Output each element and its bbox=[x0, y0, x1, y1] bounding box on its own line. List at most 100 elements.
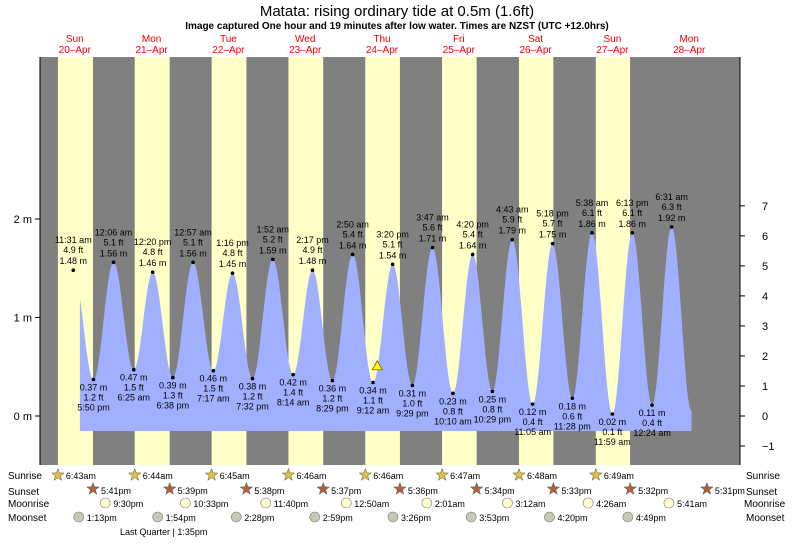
feet-tick-label: −1 bbox=[762, 441, 775, 453]
high-tide-time: 11:31 am bbox=[55, 235, 92, 245]
low-tide-metres: 0.34 m bbox=[359, 386, 387, 396]
low-tide-metres: 0.36 m bbox=[319, 384, 347, 394]
high-tide-feet: 5.6 ft bbox=[422, 223, 443, 233]
high-tide-feet: 5.7 ft bbox=[543, 219, 564, 229]
low-tide-time: 8:14 am bbox=[277, 398, 310, 408]
low-tide-metres: 0.18 m bbox=[559, 401, 587, 411]
sunset-row-label-left: Sunset bbox=[8, 487, 39, 498]
sunrise-icon bbox=[435, 467, 450, 481]
day-date: 22–Apr bbox=[212, 45, 245, 56]
sunrise-icon bbox=[512, 467, 526, 481]
sunrise-icon bbox=[358, 467, 373, 481]
sunset-icon bbox=[86, 481, 100, 495]
day-date: 26–Apr bbox=[519, 45, 552, 56]
low-tide-time: 7:32 pm bbox=[236, 402, 269, 412]
moonrise-icon bbox=[421, 497, 433, 509]
moonset-time: 1:13pm bbox=[87, 513, 117, 523]
low-tide-metres: 0.12 m bbox=[519, 407, 547, 417]
high-tide-metres: 1.79 m bbox=[499, 226, 527, 236]
moonset-icon bbox=[152, 511, 163, 523]
sunrise-row-label-left: Sunrise bbox=[8, 471, 42, 482]
sunset-time: 5:37pm bbox=[331, 486, 361, 496]
low-tide-time: 10:10 am bbox=[434, 416, 472, 426]
high-tide-feet: 5.1 ft bbox=[383, 239, 404, 249]
moonset-time: 2:59pm bbox=[323, 513, 353, 523]
feet-tick-label: 5 bbox=[762, 261, 768, 273]
high-tide-point bbox=[510, 237, 515, 242]
high-tide-metres: 1.75 m bbox=[539, 230, 567, 240]
high-tide-time: 1:52 am bbox=[257, 224, 290, 234]
low-tide-time: 9:29 pm bbox=[396, 408, 429, 418]
sunrise-time: 6:46am bbox=[373, 471, 403, 481]
high-tide-feet: 5.2 ft bbox=[263, 234, 284, 244]
tide-area bbox=[79, 226, 692, 431]
high-tide-metres: 1.48 m bbox=[299, 256, 327, 266]
low-tide-point bbox=[371, 380, 375, 385]
high-tide-metres: 1.56 m bbox=[179, 248, 207, 258]
high-tide-metres: 1.92 m bbox=[658, 213, 686, 223]
moonrise-row-label-right: Moonrise bbox=[744, 499, 786, 510]
high-tide-point bbox=[669, 225, 674, 229]
moonset-icon bbox=[387, 511, 399, 523]
high-tide-time: 12:06 am bbox=[95, 227, 133, 237]
feet-tick-label: 1 bbox=[762, 381, 768, 393]
low-tide-point bbox=[91, 377, 96, 382]
low-tide-metres: 0.47 m bbox=[120, 373, 148, 383]
high-tide-feet: 5.1 ft bbox=[183, 237, 204, 247]
axes: 0 m 1 m 2 m −1 0 1 2 3 4 5 6 7 bbox=[14, 57, 775, 465]
high-tide-point bbox=[230, 271, 235, 275]
high-tide-point bbox=[590, 230, 594, 235]
high-tide-metres: 1.86 m bbox=[619, 219, 647, 229]
moonset-time: 3:26pm bbox=[401, 513, 431, 523]
low-tide-feet: 0.6 ft bbox=[562, 411, 583, 421]
metre-tick-label: 1 m bbox=[14, 313, 32, 325]
low-tide-feet: 1.1 ft bbox=[363, 396, 384, 406]
sunset-icon bbox=[316, 481, 331, 495]
moonrise-time: 3:12am bbox=[515, 499, 545, 509]
high-tide-time: 3:20 pm bbox=[376, 229, 409, 239]
sunset-icon bbox=[623, 481, 638, 495]
sunrise-time: 6:46am bbox=[296, 471, 326, 481]
high-tide-time: 5:18 pm bbox=[536, 209, 569, 219]
high-tide-point bbox=[630, 230, 635, 235]
day-date: 27–Apr bbox=[596, 45, 629, 56]
sunrise-row-label-right: Sunrise bbox=[746, 471, 780, 482]
feet-tick-label: 4 bbox=[762, 291, 768, 303]
high-tide-feet: 4.8 ft bbox=[222, 248, 243, 258]
low-tide-point bbox=[131, 367, 136, 372]
low-tide-point bbox=[610, 412, 615, 416]
high-tide-time: 12:20 pm bbox=[134, 237, 172, 247]
high-tide-point bbox=[310, 268, 315, 273]
moonrise-time: 5:41am bbox=[677, 499, 707, 509]
low-tide-feet: 1.2 ft bbox=[322, 394, 343, 404]
sunset-icon bbox=[239, 481, 254, 495]
moonrise-time: 4:26am bbox=[596, 499, 626, 509]
night-band bbox=[40, 57, 58, 465]
sunrise-time: 6:43am bbox=[66, 471, 96, 481]
low-tide-feet: 0.8 ft bbox=[482, 404, 503, 414]
low-tide-time: 10:29 pm bbox=[474, 414, 512, 424]
low-tide-feet: 0.8 ft bbox=[443, 406, 464, 416]
high-tide-time: 6:13 pm bbox=[616, 198, 649, 208]
low-tide-metres: 0.37 m bbox=[80, 383, 108, 393]
sunrise-icon bbox=[588, 467, 603, 481]
low-tide-metres: 0.02 m bbox=[599, 417, 627, 427]
sunrise-icon bbox=[50, 467, 65, 481]
low-tide-feet: 1.2 ft bbox=[242, 392, 263, 402]
high-tide-feet: 5.4 ft bbox=[343, 229, 364, 239]
high-tide-feet: 5.9 ft bbox=[502, 215, 523, 225]
low-tide-metres: 0.46 m bbox=[200, 374, 228, 384]
tide-curve-area bbox=[79, 226, 692, 431]
low-tide-metres: 0.23 m bbox=[439, 396, 467, 406]
moonset-time: 1:54pm bbox=[166, 513, 196, 523]
moonset-icon bbox=[622, 511, 634, 523]
moon-phase-label: Last Quarter | 1:35pm bbox=[120, 527, 207, 537]
low-tide-feet: 1.4 ft bbox=[283, 388, 304, 398]
day-name: Wed bbox=[295, 34, 315, 45]
moonset-icon bbox=[544, 511, 555, 523]
high-tide-point bbox=[550, 241, 555, 246]
day-date: 21–Apr bbox=[135, 45, 168, 56]
low-tide-time: 7:17 am bbox=[197, 394, 230, 404]
high-tide-metres: 1.71 m bbox=[419, 234, 447, 244]
